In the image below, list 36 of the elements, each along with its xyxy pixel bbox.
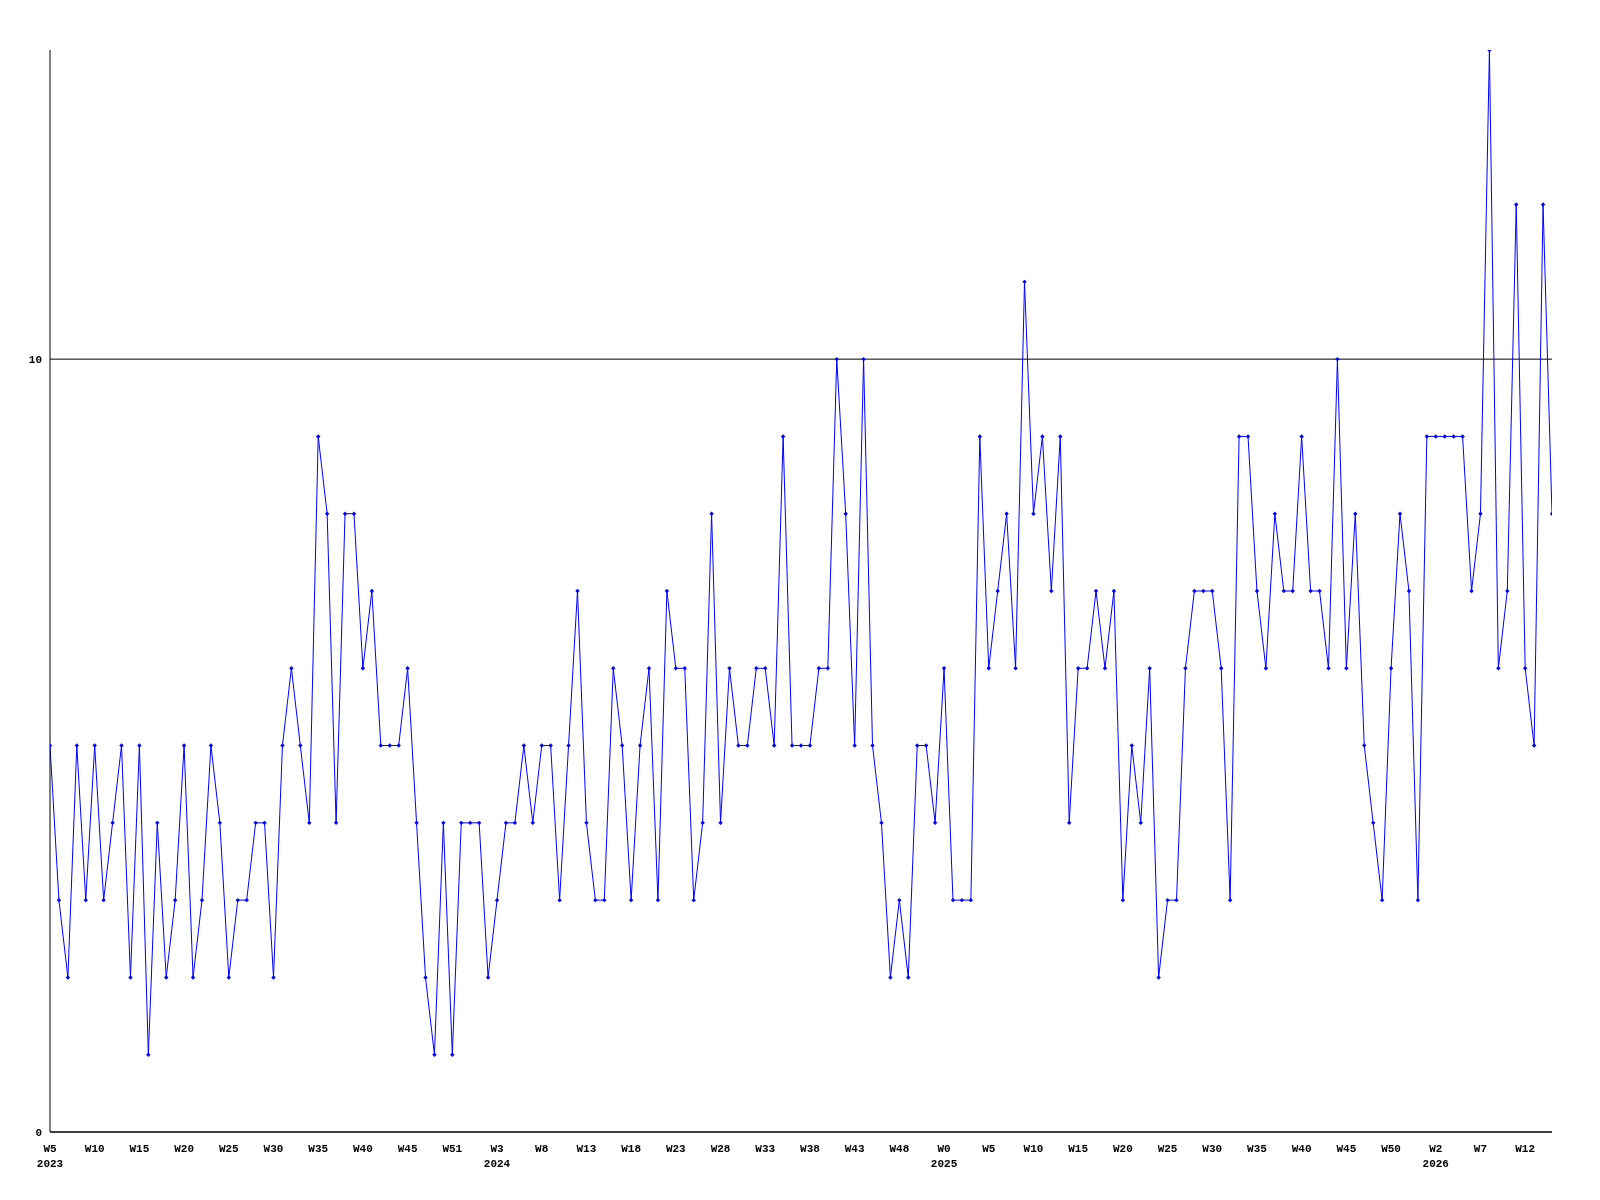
- x-tick-label: W25: [218, 1143, 240, 1155]
- x-tick-label: W35: [1247, 1143, 1268, 1155]
- x-tick-label: W7: [1473, 1143, 1488, 1155]
- x-tick-label: W50: [1381, 1143, 1401, 1155]
- x-tick-label: W2 2026: [1422, 1143, 1449, 1170]
- x-tick-label: W28: [710, 1143, 731, 1155]
- x-tick-label: W20: [174, 1143, 195, 1155]
- x-tick-label: W30: [263, 1143, 284, 1155]
- x-tick-label: W33: [755, 1143, 776, 1155]
- x-tick-label: W43: [844, 1143, 865, 1155]
- x-tick-label: W12: [1515, 1143, 1536, 1155]
- y-tick-label: 10: [28, 354, 42, 367]
- x-tick-label: W10: [1023, 1143, 1044, 1155]
- x-tick-label: W40: [353, 1143, 373, 1155]
- x-tick-label: W10: [84, 1143, 105, 1155]
- x-tick-label: W15: [1068, 1143, 1089, 1155]
- x-tick-label: W0 2025: [930, 1143, 958, 1170]
- x-tick-label: W15: [129, 1143, 150, 1155]
- x-tick-label: W8: [535, 1143, 549, 1155]
- x-tick-label: W20: [1112, 1143, 1133, 1155]
- x-tick-label: W48: [889, 1143, 910, 1155]
- y-tick-label: 0: [35, 1126, 42, 1139]
- x-tick-label: W35: [308, 1143, 329, 1155]
- x-tick-label: W13: [576, 1143, 597, 1155]
- x-tick-label: W38: [800, 1143, 821, 1155]
- x-tick-label: W3 2024: [483, 1143, 511, 1170]
- x-tick-label: W30: [1202, 1143, 1223, 1155]
- x-tick-label: W5: [982, 1143, 996, 1155]
- x-tick-label: W45: [1336, 1143, 1357, 1155]
- x-tick-label: W40: [1291, 1143, 1312, 1155]
- x-tick-label: W25: [1157, 1143, 1178, 1155]
- x-tick-label: W18: [621, 1143, 642, 1155]
- x-tick-label: W45: [397, 1143, 418, 1155]
- x-tick-label: W51: [442, 1143, 463, 1155]
- x-tick-label: W5 2023: [36, 1143, 64, 1170]
- x-tick-label: W23: [665, 1143, 687, 1155]
